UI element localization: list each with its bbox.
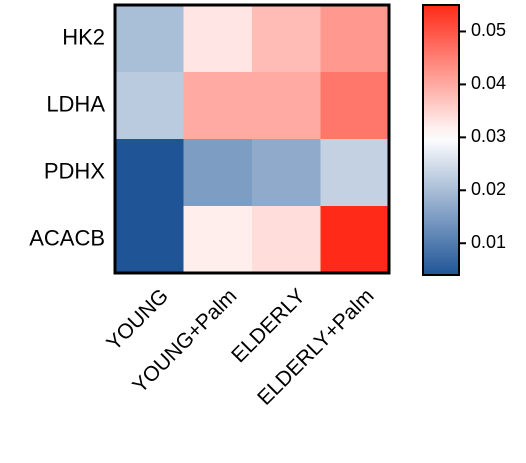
heatmap-cell [252,139,321,207]
colorbar-tick-label: 0.03 [471,126,506,146]
heatmap-cell [115,72,184,140]
heatmap-cell [252,206,321,274]
colorbar-tick-label: 0.02 [471,179,506,199]
heatmap-cell [115,5,184,73]
heatmap-cell [252,72,321,140]
heatmap-cell [183,139,253,207]
colorbar: 0.01 0.02 0.03 0.04 0.05 [422,4,506,276]
colorbar-tick-label: 0.05 [471,20,506,40]
colorbar-gradient [422,4,460,276]
heatmap-cell [183,206,253,274]
row-label: HK2 [62,24,105,49]
heatmap-cell [320,72,390,140]
column-label: YOUNG [102,284,173,355]
row-label: PDHX [44,158,105,183]
column-label: ELDERLY+Palm [253,284,378,409]
heatmap-cell [320,5,390,73]
row-label: ACACB [29,225,105,250]
heatmap-cell [320,139,390,207]
heatmap-frame [113,3,391,275]
heatmap-cell [115,139,184,207]
heatmap-cell [252,5,321,73]
heatmap-cell [115,206,184,274]
heatmap-cells [115,5,390,274]
heatmap-cell [320,206,390,274]
row-labels: HK2 LDHA PDHX ACACB [29,24,105,250]
colorbar-tick-label: 0.04 [471,73,506,93]
row-label: LDHA [46,91,105,116]
colorbar-tick-label: 0.01 [471,232,506,252]
heatmap-cell [183,5,253,73]
heatmap-cell [183,72,253,140]
colorbar-ticks: 0.01 0.02 0.03 0.04 0.05 [459,20,506,252]
